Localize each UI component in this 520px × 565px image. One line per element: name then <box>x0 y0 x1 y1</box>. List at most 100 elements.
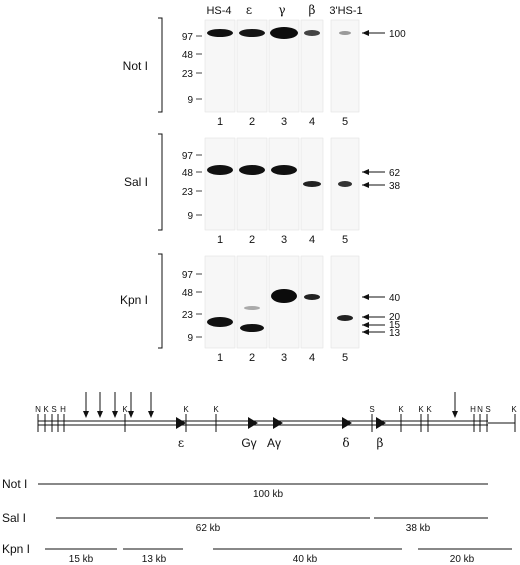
gene-label: δ <box>342 436 349 450</box>
gel-band <box>271 165 297 175</box>
lane-number: 4 <box>309 234 315 246</box>
arrowhead <box>362 329 369 335</box>
ladder-label: 23 <box>182 310 194 321</box>
arrowhead <box>362 30 369 36</box>
arrowhead <box>148 411 154 418</box>
site-label: K <box>213 405 219 414</box>
ladder-label: 9 <box>187 95 193 106</box>
site-label: K <box>511 405 517 414</box>
gel-band <box>244 306 260 310</box>
gel-lane <box>204 255 236 349</box>
gel-lane <box>330 255 360 349</box>
gene-arrow <box>376 417 386 429</box>
enzyme-label: Sal I <box>124 175 148 189</box>
lane-header-epsilon: ε <box>246 3 252 17</box>
enzyme-label: Kpn I <box>120 293 148 307</box>
site-label: K <box>398 405 404 414</box>
lane-number: 4 <box>309 116 315 128</box>
gel-band <box>337 315 353 321</box>
marker-label: 40 <box>389 293 401 304</box>
lane-number: 2 <box>249 352 255 364</box>
gene-arrow <box>273 417 283 429</box>
arrowhead <box>128 411 134 418</box>
gene-label: Aγ <box>267 436 281 450</box>
gel-lane <box>236 137 268 231</box>
fragment-size: 20 kb <box>450 554 475 565</box>
lane-headers: HS-4 ε γ β 3'HS-1 <box>206 3 362 17</box>
blot-panel-sal-i: Sal I 97 48 23 9 62 38 1 2 3 4 5 <box>124 133 401 246</box>
fragment-enzyme-label: Sal I <box>2 511 26 525</box>
gel-lane <box>204 137 236 231</box>
blot-panel-not-i: Not I 97 48 23 9 100 1 2 3 4 5 <box>123 17 406 128</box>
fragment-not-i: Not I 100 kb <box>2 477 488 500</box>
arrowhead <box>452 411 458 418</box>
fragment-size: 40 kb <box>293 554 318 565</box>
gene-label: ε <box>178 436 184 450</box>
ladder-label: 48 <box>182 50 194 61</box>
site-label: S <box>51 405 56 414</box>
arrowhead <box>97 411 103 418</box>
site-label: S <box>485 405 490 414</box>
bracket <box>158 17 163 113</box>
site-label: K <box>418 405 424 414</box>
lane-number: 5 <box>342 352 348 364</box>
site-label: H <box>470 405 476 414</box>
gene-label: β <box>377 436 384 450</box>
lane-number: 2 <box>249 234 255 246</box>
gel-lane <box>300 19 324 113</box>
site-label: K <box>426 405 432 414</box>
site-label: K <box>43 405 49 414</box>
lane-number: 1 <box>217 116 223 128</box>
fragment-size: 15 kb <box>69 554 94 565</box>
ladder-label: 48 <box>182 168 194 179</box>
fragment-enzyme-label: Kpn I <box>2 542 30 556</box>
ladder-label: 97 <box>182 32 194 43</box>
lane-number: 3 <box>281 352 287 364</box>
restriction-map: N K S H K K K S K K K H N S K ε Gγ Aγ δ … <box>35 392 517 450</box>
arrowhead <box>362 322 369 328</box>
lane-header-3hs1: 3'HS-1 <box>329 5 362 17</box>
lane-number: 1 <box>217 352 223 364</box>
fragment-kpn-i: Kpn I 15 kb 13 kb 40 kb 20 kb <box>2 542 512 565</box>
fragment-size: 62 kb <box>196 523 221 534</box>
lane-number: 3 <box>281 116 287 128</box>
gene-arrow <box>176 417 186 429</box>
lane-number: 4 <box>309 352 315 364</box>
marker-label: 100 <box>389 29 406 40</box>
gel-band <box>270 27 298 39</box>
gel-band <box>304 294 320 300</box>
lane-header-beta: β <box>309 3 316 17</box>
gel-band <box>239 165 265 175</box>
gel-band <box>207 317 233 327</box>
gel-band <box>207 29 233 37</box>
site-labels: N K S H K K K S K K K H N S K <box>35 405 517 414</box>
marker-label: 20 <box>389 312 401 323</box>
marker-label: 62 <box>389 168 401 179</box>
gel-lane <box>236 255 268 349</box>
ladder-label: 97 <box>182 151 194 162</box>
marker-label: 38 <box>389 181 401 192</box>
site-label: H <box>60 405 66 414</box>
lane-number: 5 <box>342 234 348 246</box>
arrowhead <box>362 314 369 320</box>
fragment-size: 38 kb <box>406 523 431 534</box>
site-label: K <box>122 405 128 414</box>
lane-number: 5 <box>342 116 348 128</box>
fragment-enzyme-label: Not I <box>2 477 27 491</box>
fragment-sal-i: Sal I 62 kb 38 kb <box>2 511 488 534</box>
gene-label: Gγ <box>241 436 256 450</box>
arrowhead <box>83 411 89 418</box>
site-ticks <box>37 414 516 432</box>
ladder-label: 23 <box>182 187 194 198</box>
gel-band <box>303 181 321 187</box>
ladder-label: 48 <box>182 288 194 299</box>
bracket <box>158 253 163 349</box>
gel-lane <box>300 255 324 349</box>
arrowhead <box>362 182 369 188</box>
gel-band <box>240 324 264 332</box>
lane-header-gamma: γ <box>278 3 285 17</box>
fragment-size: 13 kb <box>142 554 167 565</box>
marker-label: 15 <box>389 320 401 331</box>
lane-number: 1 <box>217 234 223 246</box>
